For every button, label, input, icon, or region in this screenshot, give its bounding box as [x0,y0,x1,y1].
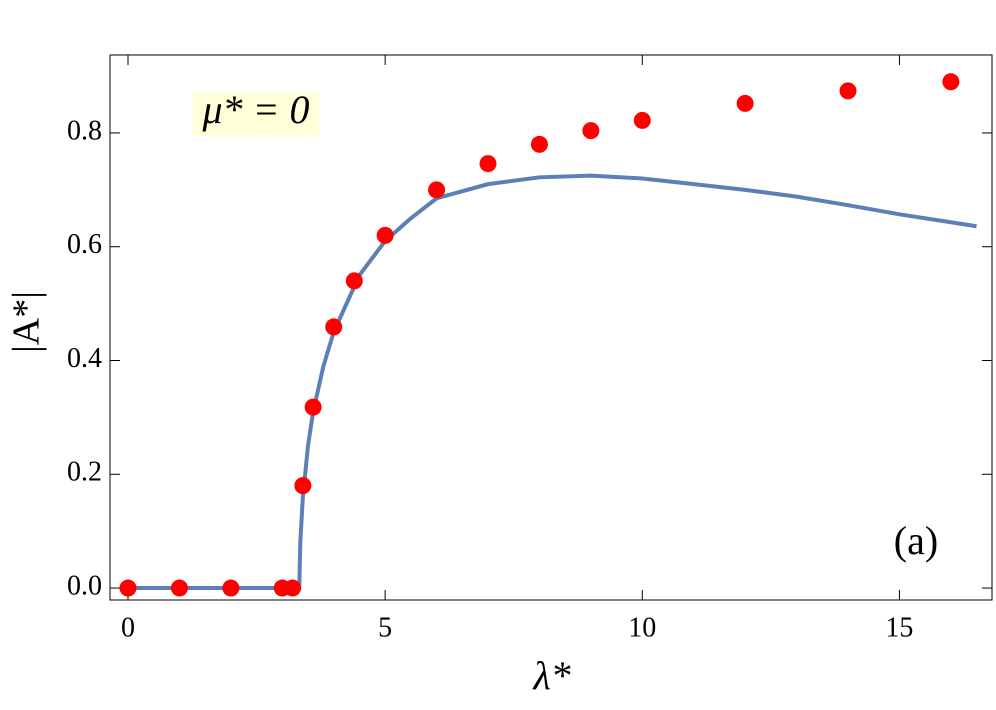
point [479,155,497,173]
point [294,477,312,495]
point [839,82,857,100]
x-axis-label: λ* [532,653,570,698]
point [284,579,302,597]
point [376,226,394,244]
point [942,73,960,91]
y-tick-label: 0.2 [67,457,102,488]
x-tick-label: 15 [885,612,913,643]
point [222,579,240,597]
point [325,318,343,336]
y-tick-label: 0.6 [67,229,102,260]
point [633,111,651,129]
point [428,181,446,199]
y-axis-label: |A*| [6,291,48,353]
annotation: μ* = 0 [201,87,309,132]
annotation: (a) [894,518,938,563]
frame [109,54,993,601]
point [119,579,137,597]
point [304,398,322,416]
annotation-bg [193,92,319,136]
y-tick-label: 0.4 [67,343,102,374]
line [128,173,977,591]
x-tick-label: 0 [121,612,135,643]
x-tick-label: 5 [378,612,392,643]
y-tick-label: 0.0 [67,570,102,601]
x-tick-label: 10 [628,612,656,643]
point [736,94,754,112]
point [582,122,600,140]
point [170,579,188,597]
y-tick-label: 0.8 [67,115,102,146]
point [530,135,548,153]
point [345,272,363,290]
